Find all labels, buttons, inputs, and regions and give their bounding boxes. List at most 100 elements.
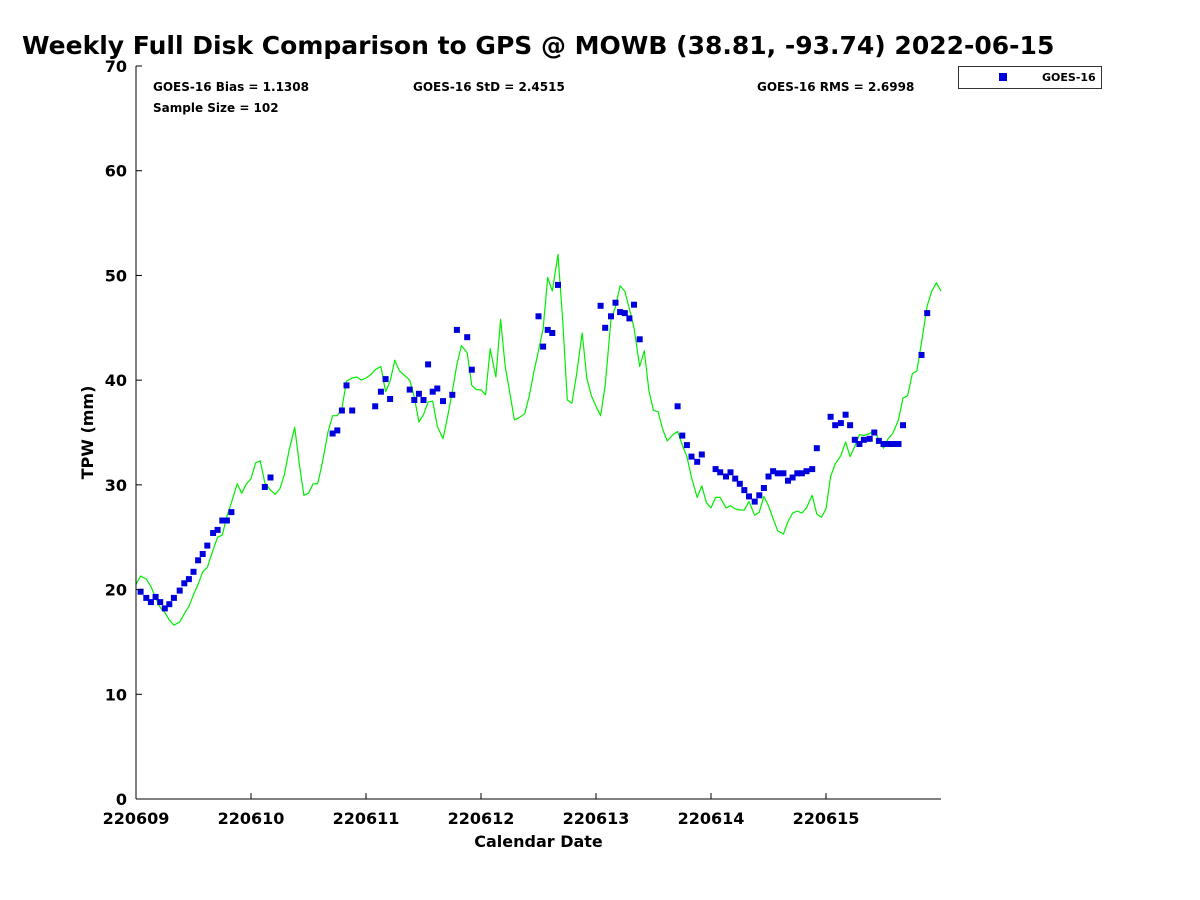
- gps-series-layer: [135, 253, 942, 626]
- goes-16-point: [723, 473, 729, 480]
- goes-16-point: [875, 437, 882, 444]
- goes-16-point: [143, 594, 150, 601]
- goes-16-point: [387, 396, 394, 402]
- goes-16-point: [411, 397, 418, 403]
- goes-16-point: [698, 451, 705, 458]
- goes-16-point: [785, 477, 791, 484]
- goes-16-point: [549, 330, 556, 336]
- goes-16-point: [210, 530, 217, 536]
- goes-16-point: [794, 470, 801, 477]
- goes-16-point: [732, 475, 739, 482]
- goes-16-point: [895, 441, 902, 447]
- goes-16-point: [617, 309, 624, 316]
- std-stat: GOES-16 StD = 2.4515: [413, 80, 565, 94]
- x-axis-label: Calendar Date: [474, 832, 603, 851]
- chart-title: Weekly Full Disk Comparison to GPS @ MOW…: [22, 31, 1054, 60]
- goes-16-point: [885, 441, 892, 447]
- y-tick-label: 60: [105, 162, 127, 181]
- goes-16-point: [717, 469, 724, 476]
- goes-16-point: [803, 468, 810, 475]
- goes-16-point: [338, 407, 345, 414]
- goes-16-point: [406, 386, 413, 393]
- goes-16-point: [195, 557, 202, 564]
- goes-16-point: [809, 466, 816, 473]
- goes-16-point: [736, 480, 743, 487]
- goes-16-point: [219, 517, 226, 524]
- legend-marker-goes-16: [999, 73, 1007, 81]
- goes-16-point: [774, 470, 781, 477]
- goes-16-point: [631, 301, 637, 308]
- x-tick-label: 220610: [218, 809, 285, 828]
- goes-16-point: [157, 599, 164, 606]
- goes-16-point: [827, 413, 834, 420]
- goes-16-point: [468, 366, 475, 373]
- goes-16-point: [694, 458, 701, 465]
- gps-series-line: [135, 253, 942, 626]
- goes-16-point: [329, 430, 336, 437]
- goes-16-point: [813, 445, 820, 452]
- goes-16-point: [612, 299, 619, 306]
- goes-16-point: [760, 485, 767, 491]
- goes-16-point: [261, 484, 268, 490]
- goes-16-point: [214, 526, 221, 533]
- goes-16-point: [440, 398, 446, 405]
- goes-16-point: [842, 411, 849, 418]
- goes-16-point: [544, 326, 551, 333]
- goes-16-point: [199, 551, 206, 557]
- y-tick-label: 30: [105, 476, 127, 495]
- goes-16-point: [789, 474, 796, 481]
- goes-16-point: [434, 385, 441, 392]
- x-tick-label: 220615: [793, 809, 860, 828]
- goes-16-point: [832, 422, 839, 429]
- goes-16-point: [712, 466, 719, 473]
- goes-16-point: [856, 441, 863, 447]
- goes-16-point: [425, 361, 432, 368]
- goes-16-point: [837, 420, 844, 427]
- x-tick-label: 220613: [563, 809, 630, 828]
- goes-16-point: [741, 487, 748, 494]
- goes-16-point: [540, 343, 547, 350]
- goes-16-point: [751, 498, 758, 505]
- goes-16-point: [860, 436, 867, 443]
- goes-16-point: [727, 469, 734, 476]
- y-tick-label: 40: [105, 371, 127, 390]
- goes-16-point: [918, 352, 925, 358]
- goes-16-point: [621, 310, 628, 317]
- goes-16-point: [851, 436, 858, 443]
- goes-16-point: [176, 587, 183, 594]
- goes-16-point: [765, 473, 772, 480]
- goes-16-point: [170, 594, 177, 601]
- plot-area: [135, 253, 942, 626]
- goes-16-point: [372, 403, 379, 410]
- goes-16-point: [880, 441, 887, 447]
- goes-16-point: [683, 442, 690, 449]
- goes-16-point: [688, 453, 695, 460]
- goes-16-point: [267, 474, 274, 481]
- goes-16-point: [161, 605, 168, 612]
- goes-16-point: [415, 390, 422, 397]
- goes-16-point: [866, 435, 873, 442]
- goes-16-point: [626, 315, 633, 322]
- goes-16-point: [185, 576, 192, 583]
- goes-16-point: [420, 397, 427, 403]
- legend-box: [958, 66, 1102, 89]
- goes-16-point: [674, 403, 681, 410]
- goes-16-point: [190, 568, 197, 575]
- goes-16-point: [871, 429, 878, 436]
- y-axis-label: TPW (mm): [78, 386, 97, 480]
- y-tick-label: 0: [116, 790, 127, 809]
- goes-16-point: [555, 281, 561, 288]
- goes-series-layer: [137, 281, 931, 612]
- goes-16-point: [449, 391, 456, 398]
- goes-16-point: [770, 468, 777, 475]
- legend-label-goes-16: GOES-16: [1042, 71, 1096, 84]
- goes-16-point: [223, 517, 230, 524]
- y-tick-label: 50: [105, 266, 127, 285]
- goes-16-point: [453, 326, 460, 333]
- y-tick-label: 70: [105, 57, 127, 76]
- goes-16-point: [228, 509, 235, 516]
- y-tick-label: 10: [105, 685, 127, 704]
- x-tick-label: 220614: [678, 809, 745, 828]
- x-tick-label: 220612: [448, 809, 515, 828]
